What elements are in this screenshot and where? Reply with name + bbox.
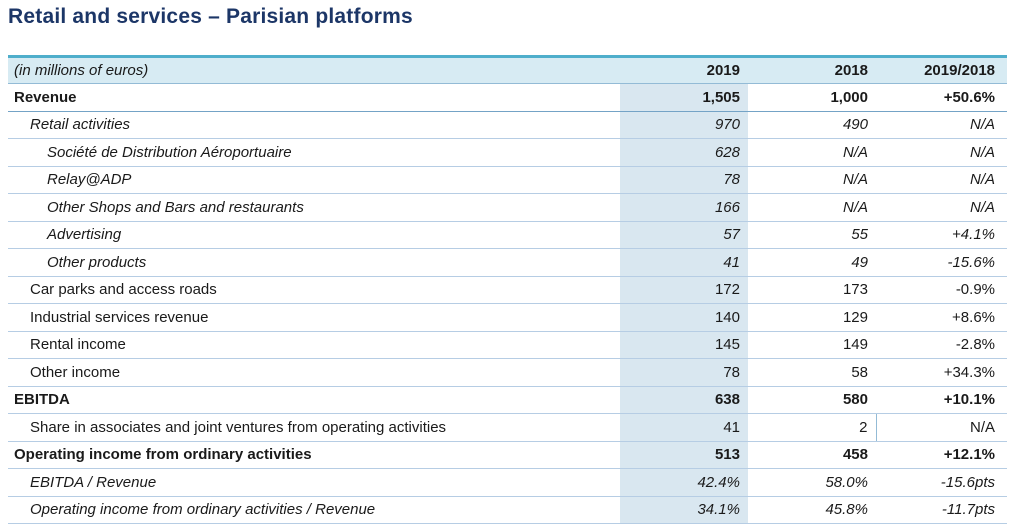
unit-label: (in millions of euros) (8, 56, 620, 84)
change-cell: -11.7pts (876, 496, 1007, 524)
value-2019-cell: 638 (620, 386, 748, 414)
value-2019-cell: 628 (620, 138, 748, 167)
table-row: Other Shops and Bars and restaurants 166 N… (8, 193, 1007, 222)
row-label-cell: Share in associates and joint ventures f… (8, 413, 620, 442)
value-2018-cell: 2 (748, 413, 877, 442)
value-2019-cell: 172 (620, 276, 748, 304)
row-label-cell: Advertising (8, 221, 620, 249)
column-header-2018: 2018 (748, 56, 876, 84)
row-label-cell: Relay@ADP (8, 166, 620, 194)
table-row: Other income 78 58 +34.3% (8, 358, 1007, 387)
value-2018-cell: N/A (748, 138, 876, 167)
table-row: Rental income 145 149 -2.8% (8, 331, 1007, 359)
value-2018-cell: 55 (748, 221, 876, 249)
table-row: Operating income from ordinary activitie… (8, 496, 1007, 524)
column-header-change: 2019/2018 (876, 56, 1007, 84)
table-row: Operating income from ordinary activitie… (8, 441, 1007, 469)
row-label-cell: Operating income from ordinary activitie… (8, 441, 620, 469)
change-cell: +34.3% (876, 358, 1007, 387)
value-2019-cell: 513 (620, 441, 748, 469)
change-cell: +50.6% (876, 83, 1007, 112)
change-cell: +10.1% (876, 386, 1007, 414)
value-2019-cell: 145 (620, 331, 748, 359)
value-2019-cell: 78 (620, 166, 748, 194)
change-cell: N/A (876, 111, 1007, 139)
value-2018-cell: 458 (748, 441, 876, 469)
page-title: Retail and services – Parisian platforms (8, 5, 413, 28)
table-row: Société de Distribution Aéroportuaire 628… (8, 138, 1007, 167)
table-row: Car parks and access roads 172 173 -0.9% (8, 276, 1007, 304)
row-label-cell: Société de Distribution Aéroportuaire (8, 138, 620, 167)
financial-results-table: (in millions of euros) 2019 2018 2019/20… (8, 55, 1007, 524)
row-label-cell: Revenue (8, 83, 620, 112)
value-2018-cell: 1,000 (748, 83, 876, 112)
row-label-cell: Car parks and access roads (8, 276, 620, 304)
table-row: Other products 41 49 -15.6% (8, 248, 1007, 277)
row-label-cell: Operating income from ordinary activitie… (8, 496, 620, 524)
row-label-cell: EBITDA (8, 386, 620, 414)
value-2018-cell: 173 (748, 276, 876, 304)
change-cell: +8.6% (876, 303, 1007, 332)
value-2018-cell: 49 (748, 248, 876, 277)
change-cell: +12.1% (876, 441, 1007, 469)
table-row: Relay@ADP 78 N/A N/A (8, 166, 1007, 194)
value-2019-cell: 34.1% (620, 496, 748, 524)
value-2019-cell: 140 (620, 303, 748, 332)
row-label-cell: Industrial services revenue (8, 303, 620, 332)
table-header-row: (in millions of euros) 2019 2018 2019/20… (8, 56, 1007, 84)
table-row: EBITDA / Revenue 42.4% 58.0% -15.6pts (8, 468, 1007, 497)
value-2018-cell: 490 (748, 111, 876, 139)
row-label-cell: Other products (8, 248, 620, 277)
row-label-cell: Retail activities (8, 111, 620, 139)
value-2019-cell: 57 (620, 221, 748, 249)
table-row: Share in associates and joint ventures f… (8, 413, 1007, 442)
change-cell: -0.9% (876, 276, 1007, 304)
row-label-cell: Rental income (8, 331, 620, 359)
value-2019-cell: 41 (620, 413, 748, 442)
value-2019-cell: 970 (620, 111, 748, 139)
value-2019-cell: 166 (620, 193, 748, 222)
change-cell: N/A (876, 166, 1007, 194)
value-2018-cell: 58.0% (748, 468, 876, 497)
table-row: Revenue 1,505 1,000 +50.6% (8, 83, 1007, 112)
row-label-cell: EBITDA / Revenue (8, 468, 620, 497)
value-2019-cell: 42.4% (620, 468, 748, 497)
table-row: Advertising 57 55 +4.1% (8, 221, 1007, 249)
change-cell: N/A (876, 413, 1007, 442)
value-2019-cell: 78 (620, 358, 748, 387)
value-2018-cell: 580 (748, 386, 876, 414)
value-2018-cell: N/A (748, 166, 876, 194)
change-cell: N/A (876, 193, 1007, 222)
column-header-2019: 2019 (620, 56, 748, 84)
row-label-cell: Other Shops and Bars and restaurants (8, 193, 620, 222)
value-2018-cell: 58 (748, 358, 876, 387)
change-cell: -15.6% (876, 248, 1007, 277)
change-cell: +4.1% (876, 221, 1007, 249)
table-row: Industrial services revenue 140 129 +8.6% (8, 303, 1007, 332)
value-2018-cell: 45.8% (748, 496, 876, 524)
value-2019-cell: 1,505 (620, 83, 748, 112)
table-row: EBITDA 638 580 +10.1% (8, 386, 1007, 414)
change-cell: -15.6pts (876, 468, 1007, 497)
change-cell: N/A (876, 138, 1007, 167)
value-2019-cell: 41 (620, 248, 748, 277)
change-cell: -2.8% (876, 331, 1007, 359)
table-row: Retail activities 970 490 N/A (8, 111, 1007, 139)
value-2018-cell: 149 (748, 331, 876, 359)
value-2018-cell: N/A (748, 193, 876, 222)
value-2018-cell: 129 (748, 303, 876, 332)
row-label-cell: Other income (8, 358, 620, 387)
